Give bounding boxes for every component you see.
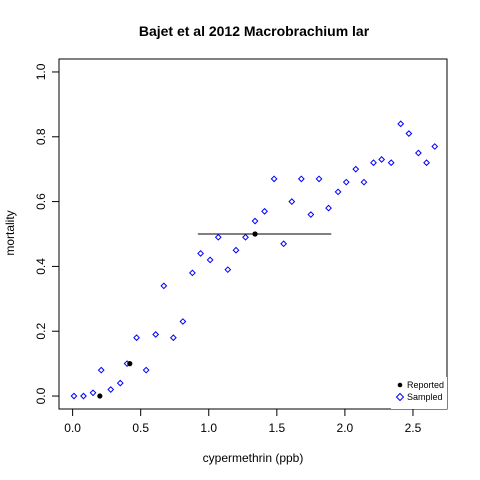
sampled-point [206,256,214,264]
x-tick-label: 2.0 [337,421,354,435]
sampled-point [70,392,78,400]
legend: Reported Sampled [391,377,447,409]
x-axis: 0.0 0.5 1.0 1.5 2.0 2.5 [64,409,422,435]
y-axis: 0.0 0.2 0.4 0.6 0.8 1.0 [34,63,59,404]
sampled-point [307,211,315,218]
legend-reported-marker [397,382,403,388]
y-tick-label: 0.4 [34,258,48,275]
sampled-point [142,366,150,374]
sampled-point [80,392,87,400]
sampled-point [352,165,360,173]
reported-point [127,361,133,367]
sampled-point [224,266,232,274]
sampled-point [334,188,342,196]
sampled-point [325,204,332,212]
sampled-point [197,250,204,257]
reported-point [97,393,103,399]
y-tick-label: 0.6 [34,193,48,210]
y-axis-label: mortality [3,210,17,255]
legend-sampled-label: Sampled [407,392,443,402]
sampled-point [152,331,160,338]
sampled-point [280,240,288,248]
x-tick-label: 2.5 [405,421,422,435]
plot-frame [58,58,448,410]
x-tick-label: 0.0 [64,421,81,435]
sampled-point [431,143,439,150]
legend-box [391,377,447,409]
sampled-point [360,178,368,186]
sampled-point [342,178,350,186]
sampled-point [97,366,105,374]
x-tick-label: 0.5 [132,421,149,435]
sampled-point [387,159,395,167]
sampled-point [315,175,323,183]
sampled-point [297,175,305,183]
sampled-point [179,318,187,325]
sampled-point [232,246,240,254]
sampled-point [116,379,124,387]
x-axis-label: cypermethrin (ppb) [203,451,304,465]
chart-title: Bajet et al 2012 Macrobrachium lar [139,23,370,39]
legend-sampled-marker [395,392,405,402]
reported-point [252,231,258,237]
sampled-point [107,386,115,393]
sampled-point [370,159,377,167]
sampled-point [251,217,259,225]
y-tick-label: 0.2 [34,323,48,340]
y-tick-label: 0.0 [34,387,48,404]
plot-marks [70,120,439,400]
legend-reported-label: Reported [407,380,444,390]
x-tick-label: 1.5 [268,421,285,435]
sampled-point [169,334,177,342]
sampled-point [378,156,386,163]
sampled-point [288,198,296,206]
sampled-point [270,175,278,183]
sampled-point [423,159,430,167]
sampled-point [189,269,196,277]
x-tick-label: 1.0 [200,421,217,435]
sampled-point [397,120,405,128]
sampled-point [415,149,422,157]
y-tick-label: 0.8 [34,128,48,145]
sampled-point [214,233,222,241]
sampled-point [261,207,268,215]
sampled-point [160,282,168,290]
sampled-point [405,130,413,137]
y-tick-label: 1.0 [34,63,48,80]
sampled-point [133,334,141,342]
sampled-point [89,389,97,397]
sampled-point [242,233,249,241]
